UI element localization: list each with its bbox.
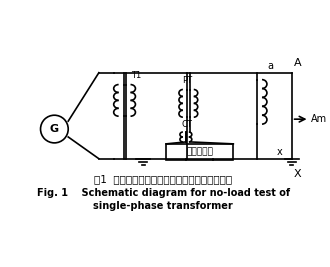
Text: 功率分析仪: 功率分析仪 xyxy=(186,147,213,156)
Text: CT: CT xyxy=(182,120,193,129)
Text: 图1  单相变压器空载电流和空载损耗测量原理图: 图1 单相变压器空载电流和空载损耗测量原理图 xyxy=(94,175,232,184)
Text: A: A xyxy=(294,58,301,68)
Text: PT: PT xyxy=(182,76,192,85)
Text: Fig. 1    Schematic diagram for no-load test of: Fig. 1 Schematic diagram for no-load tes… xyxy=(37,189,290,198)
Text: T1: T1 xyxy=(131,70,142,80)
Text: x: x xyxy=(277,147,282,157)
Text: Am: Am xyxy=(312,114,328,124)
Text: single-phase transformer: single-phase transformer xyxy=(93,201,233,211)
Text: G: G xyxy=(50,124,59,134)
Text: X: X xyxy=(294,168,301,179)
Text: a: a xyxy=(267,61,273,71)
FancyBboxPatch shape xyxy=(166,144,233,160)
